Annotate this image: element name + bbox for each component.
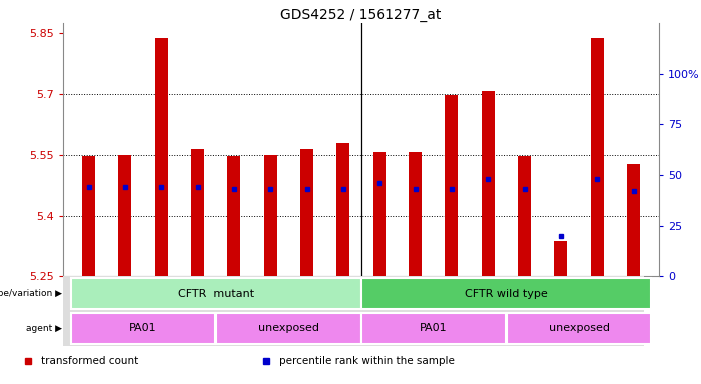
Bar [362, 278, 651, 310]
Bar [155, 38, 168, 276]
Bar [627, 164, 640, 276]
Text: unexposed: unexposed [258, 323, 319, 333]
Bar [554, 241, 567, 276]
Bar [362, 313, 506, 344]
Text: PA01: PA01 [420, 323, 447, 333]
Bar [300, 149, 313, 276]
Text: CFTR wild type: CFTR wild type [465, 289, 547, 299]
Text: percentile rank within the sample: percentile rank within the sample [279, 356, 455, 366]
Text: agent ▶: agent ▶ [27, 324, 62, 333]
Text: transformed count: transformed count [41, 356, 138, 366]
Bar [71, 278, 360, 310]
Bar [118, 155, 131, 276]
Bar [336, 144, 349, 276]
Title: GDS4252 / 1561277_at: GDS4252 / 1561277_at [280, 8, 442, 22]
Bar [228, 156, 240, 276]
Bar [82, 156, 95, 276]
Text: CFTR  mutant: CFTR mutant [177, 289, 254, 299]
Bar [446, 95, 458, 276]
Bar [518, 156, 531, 276]
Bar [373, 152, 386, 276]
Bar [591, 38, 604, 276]
Text: unexposed: unexposed [548, 323, 609, 333]
Bar [482, 91, 494, 276]
Bar [216, 313, 360, 344]
Text: PA01: PA01 [129, 323, 157, 333]
Bar [507, 313, 651, 344]
Bar [264, 155, 276, 276]
Bar [409, 152, 422, 276]
Bar [191, 149, 204, 276]
Text: genotype/variation ▶: genotype/variation ▶ [0, 289, 62, 298]
Bar [71, 313, 215, 344]
